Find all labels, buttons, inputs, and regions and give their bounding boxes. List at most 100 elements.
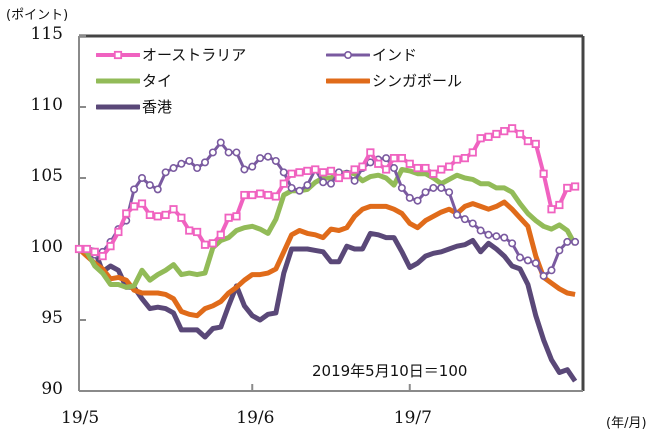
data-point [248,190,257,200]
data-point [523,256,532,265]
data-point [169,205,178,214]
data-point [303,181,312,190]
series-1 [75,138,580,280]
y-tick-label: 100 [30,237,63,257]
series-line [78,167,578,290]
data-point [350,165,359,174]
series-4 [78,230,578,383]
legend-label: タイ [142,72,173,90]
data-point [515,129,525,139]
data-point [571,237,580,246]
data-point [508,239,517,248]
data-point [382,165,391,174]
data-point [263,190,273,200]
series-0 [74,124,580,261]
data-point [271,156,280,165]
data-point [563,183,572,193]
data-point [153,185,162,194]
data-point [216,230,225,239]
data-point [460,154,469,163]
data-point [177,213,186,222]
data-point [397,154,406,163]
data-point [279,179,288,188]
data-point [389,154,399,163]
data-point [208,148,217,157]
legend-item: タイ [96,70,172,91]
y-tick-label: 110 [30,95,63,115]
data-point [145,181,154,190]
data-point [523,136,532,146]
legend-item: インド [326,44,417,65]
plot-frame [78,34,585,392]
data-point [287,169,296,178]
data-point [106,242,115,251]
x-tick-label: 19/7 [393,408,432,428]
data-point [303,166,312,175]
data-point [539,169,548,178]
data-point [114,227,123,237]
data-point [169,164,178,173]
legend-item: オーストラリア [96,44,246,65]
data-point [342,171,351,180]
data-point [295,168,304,177]
data-point [153,212,162,221]
x-tick-label: 19/6 [236,408,275,428]
data-point [571,182,580,191]
data-point [508,124,517,133]
data-point [208,239,217,248]
series-lines [74,124,580,383]
data-point [161,210,170,220]
data-point [82,244,91,254]
data-point [397,183,406,192]
base-date-annotation: 2019年5月10日＝100 [312,362,468,380]
data-point [366,148,375,157]
data-point [500,233,509,242]
data-point [492,129,501,139]
data-point [240,165,249,174]
data-point [452,210,461,219]
data-point [531,139,540,149]
data-point [256,189,265,198]
y-tick-label: 115 [30,24,63,44]
data-point [326,179,335,188]
data-point [74,244,84,254]
data-point [358,162,367,171]
data-point [460,215,469,224]
data-point [413,163,422,173]
data-point [421,188,430,197]
data-point [405,193,414,202]
y-axis-unit-label: (ポイント) [6,8,69,23]
data-point [539,271,548,280]
legend-label: オーストラリア [142,46,247,64]
data-point [445,188,454,197]
legend-swatch [96,104,140,109]
data-point [248,162,257,171]
data-point [263,152,272,161]
data-point [137,199,147,208]
data-point [232,212,241,221]
data-point [311,165,320,174]
data-point [468,148,477,157]
data-point [563,237,572,246]
data-point [232,148,241,157]
legend-label: 香港 [142,98,173,116]
data-point [515,253,524,262]
data-point [531,259,540,268]
data-point [555,200,564,210]
data-point [185,156,194,165]
data-point [555,246,564,255]
legend-item: シンガポール [326,70,462,91]
series-2 [78,167,578,290]
data-point [500,127,509,136]
data-point [145,210,154,220]
data-point [429,183,438,192]
y-tick-label: 105 [30,166,63,186]
legend-label: インド [372,46,418,64]
data-point [240,190,249,200]
legend-swatch [96,78,140,83]
legend-swatch [326,78,370,83]
y-tick-label: 90 [41,379,63,399]
data-point [484,132,493,141]
data-point [200,240,210,249]
